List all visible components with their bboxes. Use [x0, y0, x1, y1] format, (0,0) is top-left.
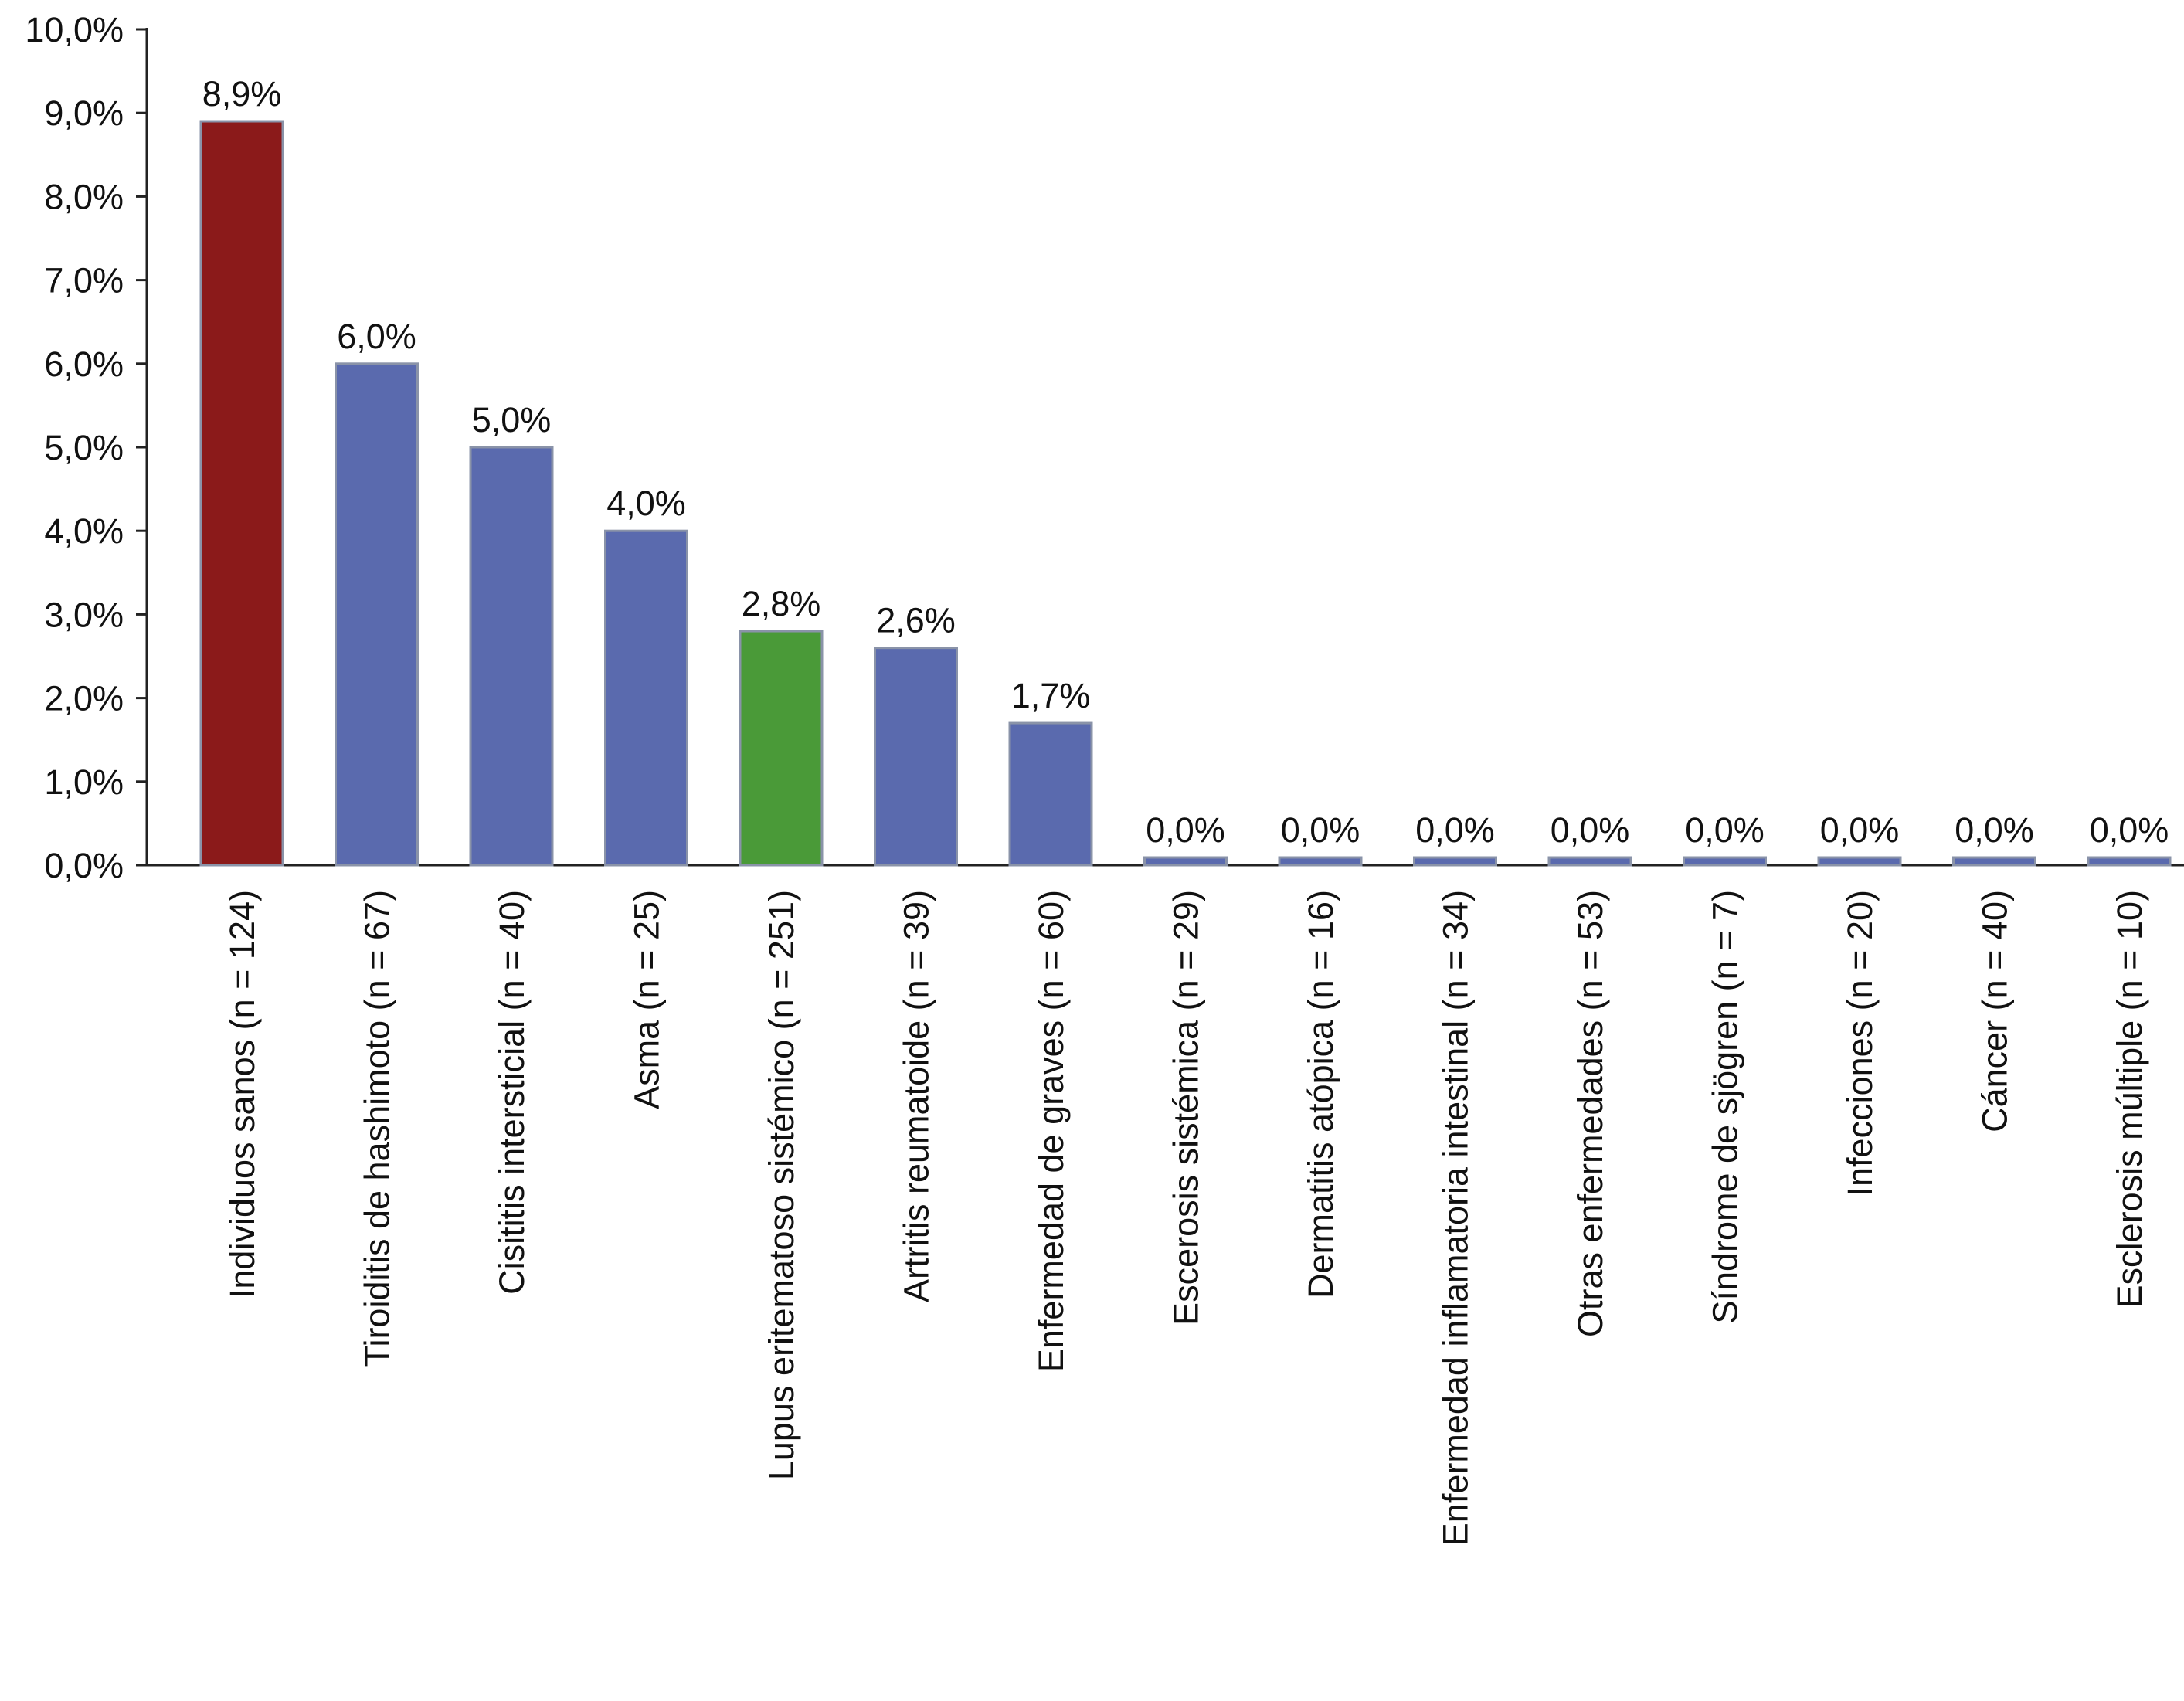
- y-tick-label: 5,0%: [44, 428, 124, 467]
- bar: [874, 647, 958, 867]
- y-tick-label: 1,0%: [44, 762, 124, 802]
- x-tick-label: Cáncer (n = 40): [1975, 890, 2015, 1132]
- bar: [1278, 856, 1363, 867]
- x-tick-label: Cisititis intersticial (n = 40): [492, 890, 532, 1295]
- bar: [1143, 856, 1228, 867]
- x-tick-label: Tiroiditis de hashimoto (n = 67): [358, 890, 397, 1367]
- x-tick-label: Síndrome de sjögren (n = 7): [1706, 890, 1745, 1324]
- y-tick-label: 3,0%: [44, 595, 124, 634]
- bar: [1008, 721, 1093, 867]
- bar: [604, 529, 688, 867]
- x-tick-label: Escerosis sistémica (n = 29): [1167, 890, 1206, 1326]
- data-label: 0,0%: [1415, 810, 1495, 850]
- x-tick-label: Artritis reumatoide (n = 39): [897, 890, 936, 1302]
- x-tick-label: Lupus eritematoso sistémico (n = 251): [762, 890, 801, 1480]
- bar: [469, 446, 554, 867]
- x-tick-label: Esclerosis múltiple (n = 10): [2110, 890, 2149, 1308]
- data-label: 2,6%: [876, 601, 956, 640]
- data-label: 0,0%: [1146, 810, 1225, 850]
- y-tick-label: 0,0%: [44, 846, 124, 885]
- y-tick-label: 9,0%: [44, 93, 124, 133]
- data-label: 0,0%: [1281, 810, 1360, 850]
- data-label: 0,0%: [1551, 810, 1630, 850]
- y-tick-label: 10,0%: [25, 10, 124, 49]
- data-label: 0,0%: [1955, 810, 2034, 850]
- data-label: 0,0%: [1685, 810, 1765, 850]
- x-tick-label: Individuos sanos (n = 124): [222, 890, 262, 1299]
- y-tick-label: 4,0%: [44, 511, 124, 551]
- data-label: 6,0%: [337, 317, 416, 356]
- y-tick-label: 8,0%: [44, 177, 124, 216]
- data-label: 5,0%: [472, 400, 552, 440]
- bar: [1413, 856, 1497, 867]
- data-label: 4,0%: [606, 484, 686, 523]
- y-tick-label: 2,0%: [44, 679, 124, 718]
- y-tick-label: 6,0%: [44, 345, 124, 384]
- bar: [1817, 856, 1902, 867]
- data-label: 0,0%: [1820, 810, 1900, 850]
- x-tick-label: Enfermedad inflamatoria intestinal (n = …: [1436, 890, 1476, 1546]
- bar: [1547, 856, 1632, 867]
- x-tick-label: Enfermedad de graves (n = 60): [1031, 890, 1071, 1372]
- x-tick-label: Infecciones (n = 20): [1840, 890, 1880, 1196]
- data-label: 0,0%: [2090, 810, 2169, 850]
- data-label: 8,9%: [202, 74, 282, 114]
- x-tick-label: Otras enfermedades (n = 53): [1571, 890, 1610, 1337]
- bar: [335, 362, 419, 867]
- bar: [1952, 856, 2036, 867]
- data-label: 2,8%: [742, 584, 821, 623]
- bar: [199, 120, 284, 867]
- y-tick-label: 7,0%: [44, 261, 124, 300]
- bar: [739, 630, 824, 867]
- bar: [2087, 856, 2172, 867]
- data-label: 1,7%: [1011, 676, 1091, 715]
- x-tick-label: Asma (n = 25): [627, 890, 667, 1109]
- x-tick-label: Dermatitis atópica (n = 16): [1301, 890, 1340, 1299]
- bar: [1683, 856, 1767, 867]
